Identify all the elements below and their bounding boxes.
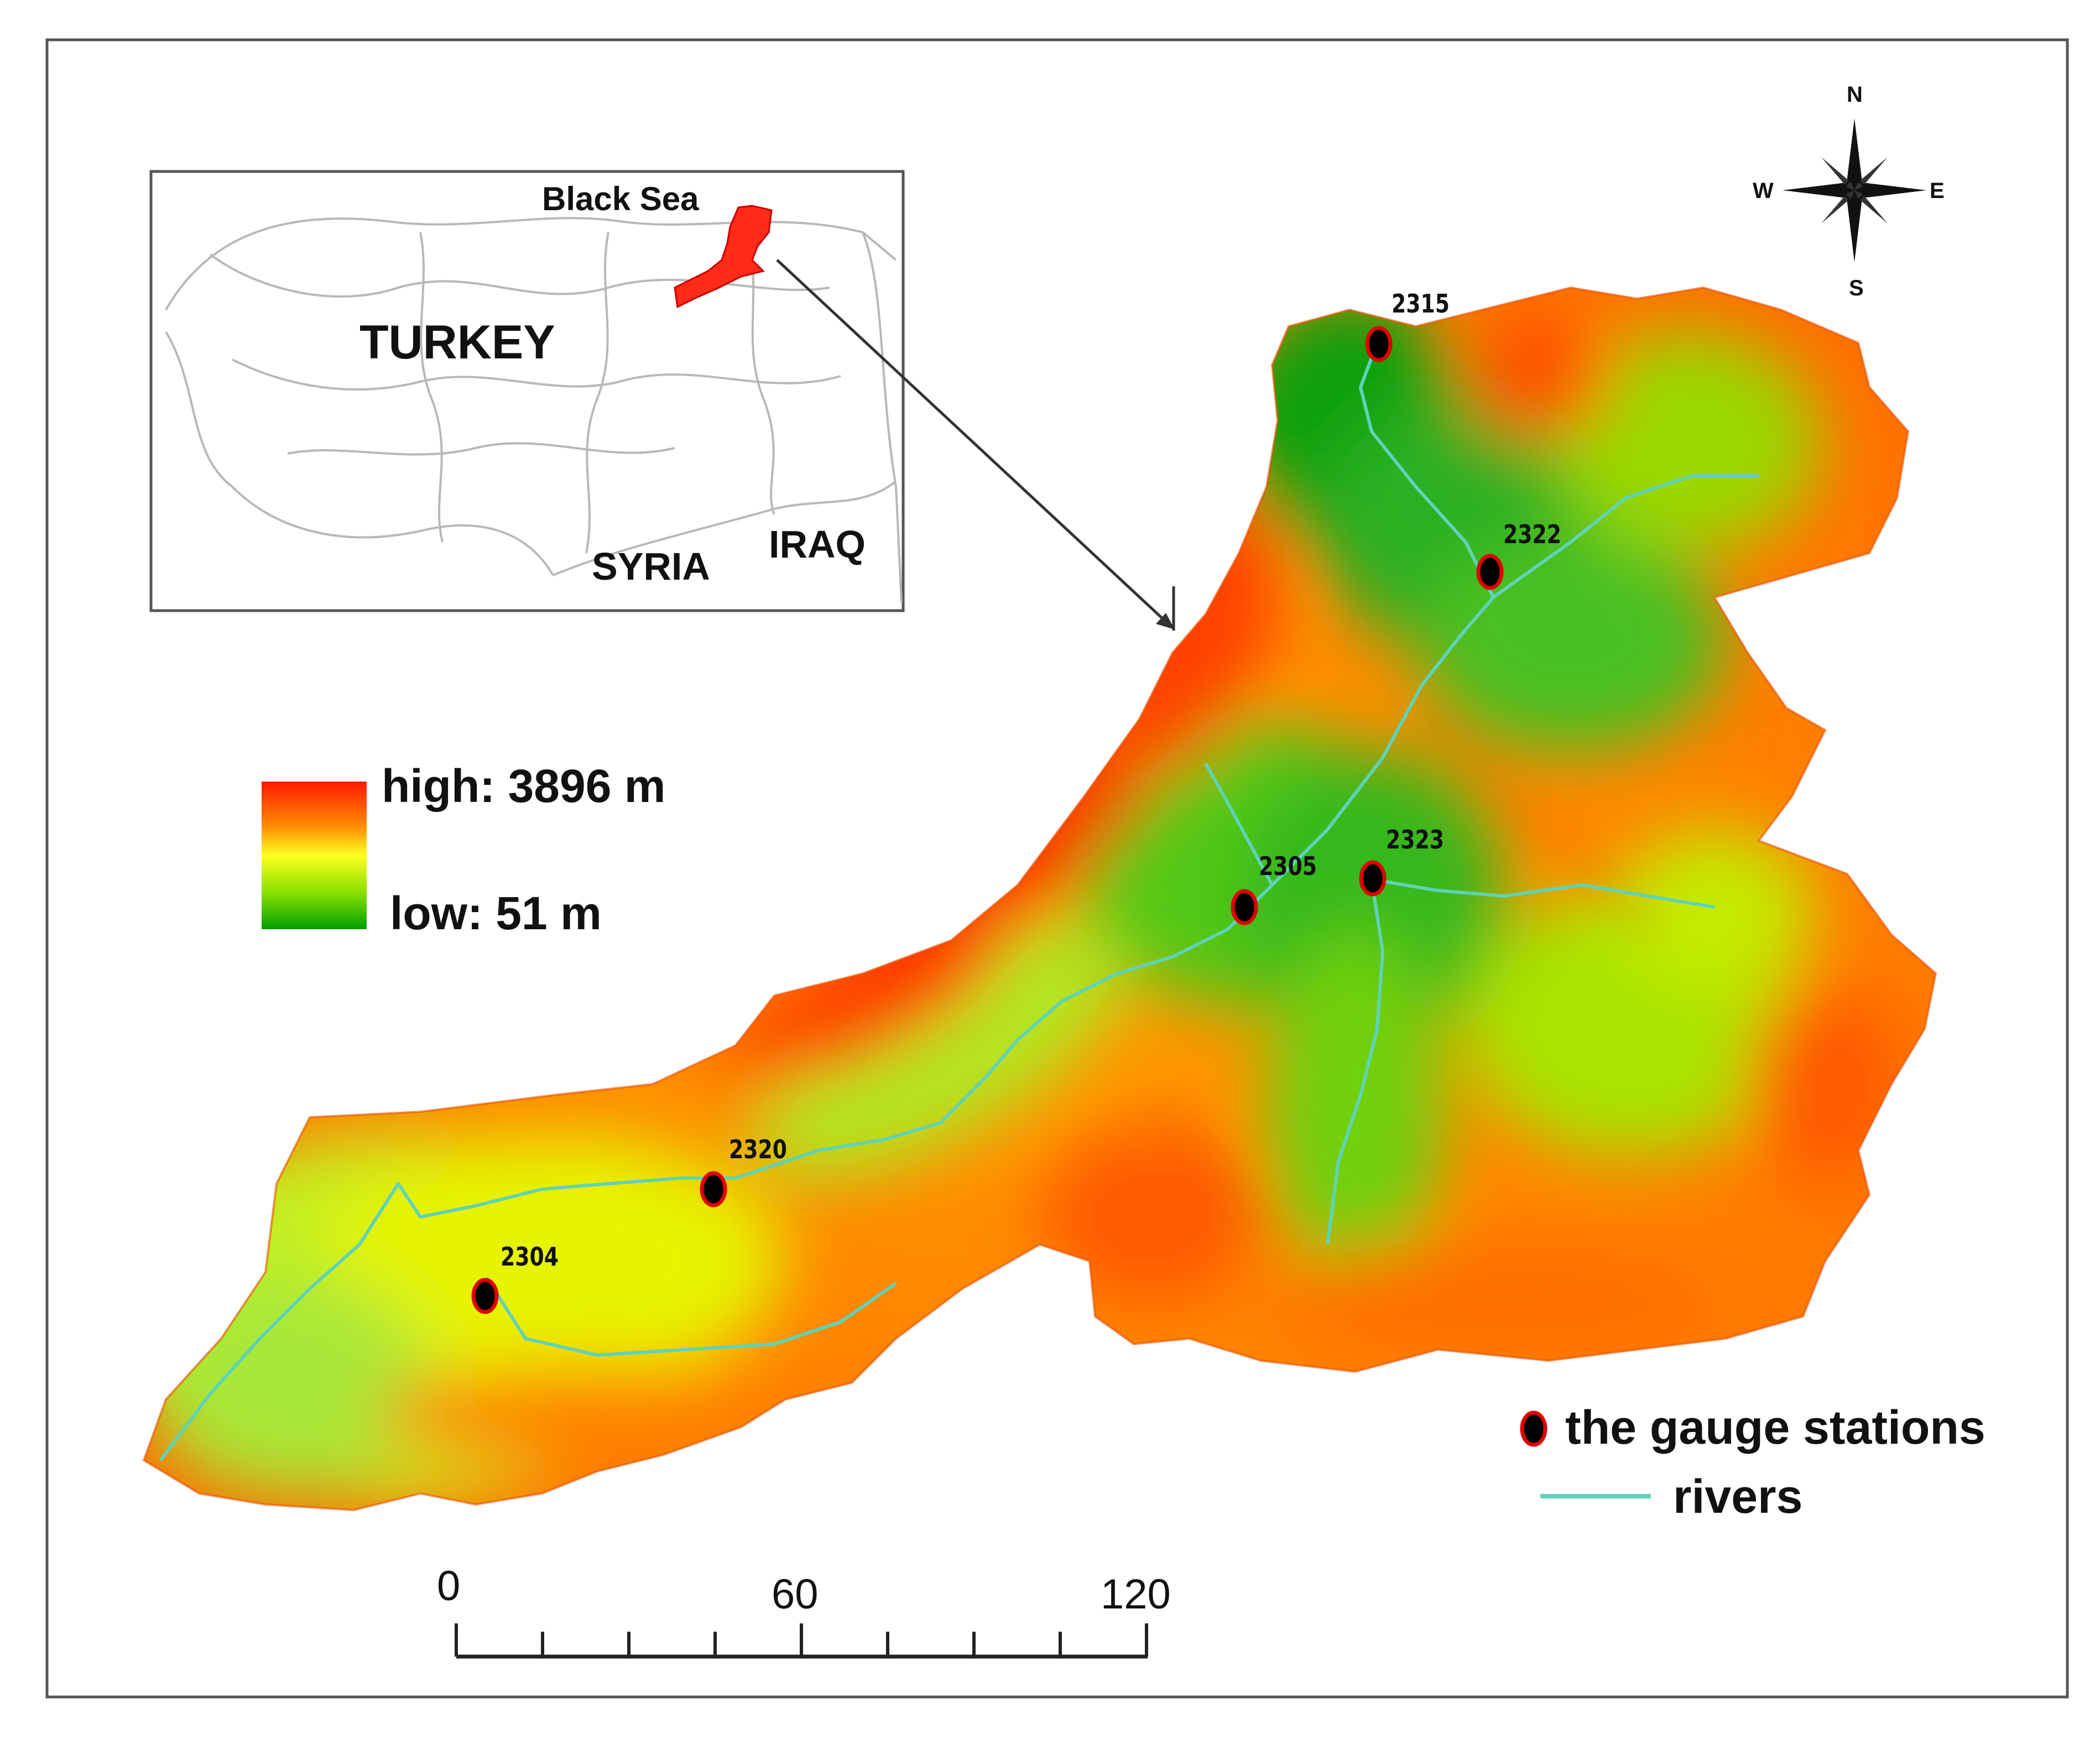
elevation-legend: high: 3896 m low: 51 m <box>262 760 665 939</box>
compass-south: S <box>1849 276 1864 300</box>
river <box>159 342 1495 1461</box>
study-area-highlight <box>674 205 773 309</box>
compass-east: E <box>1930 179 1945 203</box>
elevation-high-label: high: 3896 m <box>382 760 665 812</box>
station-label: 2322 <box>1503 519 1561 549</box>
inset-neighbor-label: IRAQ <box>769 523 866 566</box>
station-label: 2304 <box>501 1242 559 1272</box>
river <box>1492 474 1759 599</box>
inset-frame <box>149 170 905 612</box>
river <box>1371 878 1715 909</box>
station-label: 2323 <box>1386 825 1444 855</box>
inset-map: TURKEY Black Sea SYRIA IRAQ <box>149 170 905 612</box>
scale-tick-label: 0 <box>437 1563 460 1610</box>
gauge-stations: 2315 2322 2323 2305 2320 2304 <box>471 289 1561 1314</box>
station-label: 2305 <box>1259 851 1317 881</box>
inset-neighbor-label: SYRIA <box>592 545 710 588</box>
inset-sea-label: Black Sea <box>542 180 699 217</box>
gauge-symbol <box>1520 1410 1547 1447</box>
elevation-color-ramp <box>262 782 367 929</box>
gauge-station-2323[interactable]: 2323 <box>1359 825 1444 897</box>
inset-country-label: TURKEY <box>359 316 555 369</box>
river <box>1204 762 1274 886</box>
station-label: 2320 <box>729 1134 787 1164</box>
river-network <box>159 342 1759 1461</box>
scale-tick-label: 120 <box>1101 1571 1171 1618</box>
gauge-station-2315[interactable]: 2315 <box>1365 289 1450 362</box>
gauge-legend-label: the gauge stations <box>1565 1401 1986 1454</box>
compass-north: N <box>1847 82 1863 107</box>
gauge-station-2305[interactable]: 2305 <box>1231 851 1317 925</box>
locator-arrow <box>776 259 1175 631</box>
compass-west: W <box>1753 179 1774 203</box>
gauge-station-2320[interactable]: 2320 <box>700 1134 787 1207</box>
station-label: 2315 <box>1392 289 1450 319</box>
elevation-low-label: low: 51 m <box>390 887 602 939</box>
river <box>485 1277 897 1357</box>
scale-bar: 0 60 120 <box>437 1563 1171 1659</box>
river <box>1326 879 1384 1245</box>
scale-tick-label: 60 <box>772 1571 819 1618</box>
compass-rose-icon: N S E W <box>1753 82 1945 300</box>
gauge-station-2322[interactable]: 2322 <box>1476 519 1561 590</box>
rivers-legend-label: rivers <box>1673 1470 1802 1523</box>
gauge-station-2304[interactable]: 2304 <box>471 1242 559 1314</box>
symbol-legend: the gauge stations rivers <box>1520 1401 1986 1523</box>
